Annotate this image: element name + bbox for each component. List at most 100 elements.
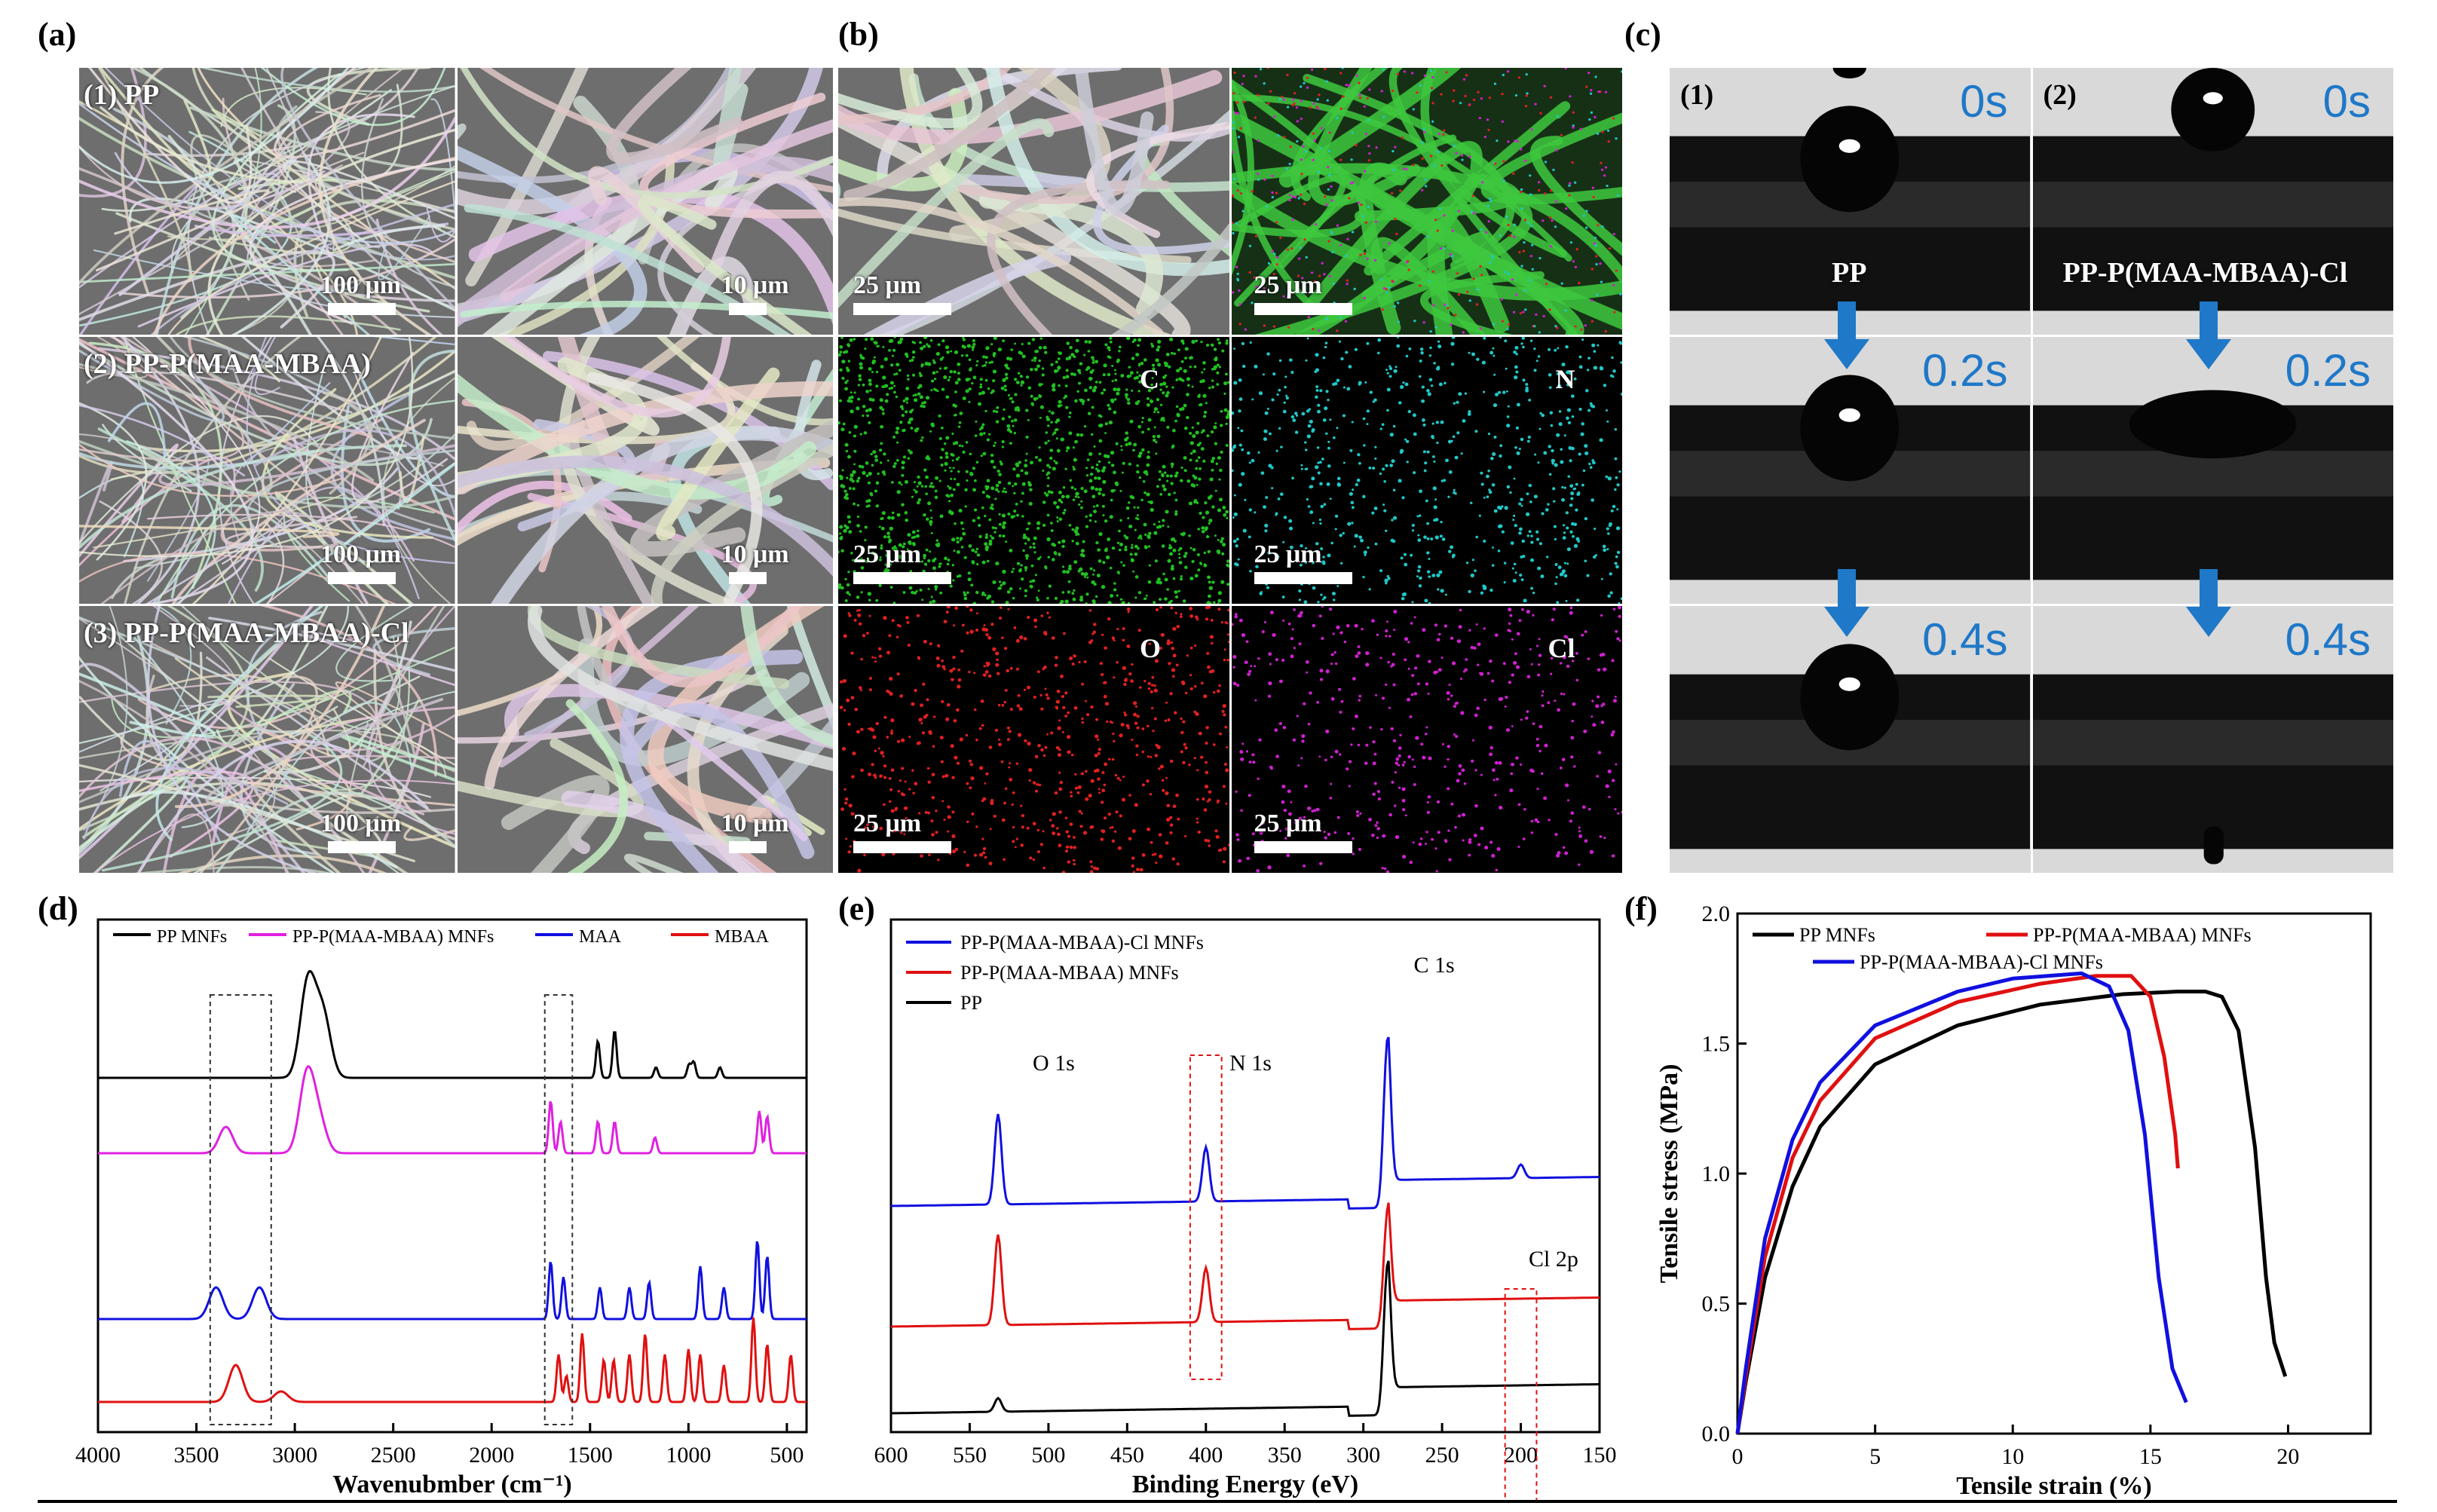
eds-dot [1385,409,1389,412]
eds-dot [1537,188,1540,192]
eds-dot [1003,408,1006,411]
eds-dot [843,528,847,533]
eds-dot [1453,402,1456,405]
eds-dot [1049,522,1053,525]
eds-dot [984,855,987,859]
eds-dot [958,444,962,447]
scale-bar-text: 10 μm [721,810,789,837]
fiber-strand [100,510,339,604]
fiber-strand [175,315,401,335]
eds-dot [1095,503,1099,507]
eds-dot [1216,689,1220,693]
eds-dot [1262,286,1266,289]
eds-dot [1128,837,1132,840]
eds-dot [1590,715,1593,718]
eds-dot [1366,546,1370,549]
eds-dot [1485,474,1489,479]
eds-dot [1191,385,1194,388]
eds-dot [1173,352,1176,356]
eds-dot [1075,534,1078,537]
eds-dot [1082,402,1085,406]
eds-dot [1044,441,1048,445]
eds-dot [927,587,930,590]
eds-dot [1355,814,1359,817]
eds-dot [1189,614,1194,618]
eds-dot [1067,750,1071,754]
eds-dot [1427,575,1431,578]
x-tick-label: 1500 [568,1443,613,1468]
eds-dot [1520,608,1524,611]
eds-dot [1338,340,1341,343]
eds-dot [858,464,862,468]
eds-dot [1356,651,1361,655]
eds-dot [1137,338,1142,342]
eds-dot [1312,522,1315,525]
eds-dot [896,635,899,638]
spectrum-line [891,1202,1600,1330]
eds-dot [1170,462,1174,467]
eds-dot [1069,845,1073,849]
eds-dot [1135,744,1139,748]
eds-dot [1385,369,1388,372]
eds-dot [1612,117,1615,120]
eds-dot [1047,490,1052,494]
eds-dot [1390,191,1393,194]
eds-dot [1147,545,1151,548]
eds-dot [1091,494,1096,499]
eds-dot [843,788,847,791]
eds-dot [1202,393,1207,398]
eds-dot [1593,115,1597,118]
fiber-strand [79,145,343,210]
eds-dot [1056,369,1059,372]
eds-dot [908,586,913,590]
eds-dot [1166,390,1170,395]
eds-dot [1172,577,1176,580]
eds-dot [904,480,908,484]
eds-dot [943,819,946,822]
eds-dot [1051,384,1056,388]
eds-dot [1033,360,1036,363]
eds-dot [1231,291,1234,294]
eds-dot [1573,325,1577,328]
eds-dot [1330,755,1333,758]
eds-dot [1567,638,1571,642]
eds-dot [1495,868,1498,872]
eds-dot [1569,459,1572,463]
eds-dot [1578,407,1582,411]
eds-dot [1505,424,1510,428]
eds-dot [1249,341,1252,344]
eds-dot [844,599,848,602]
fiber-strand [79,634,150,855]
spectrum-line [891,1036,1600,1210]
eds-dot [1237,558,1240,561]
eds-dot [980,699,984,703]
eds-dot [1127,611,1130,614]
eds-dot [1088,340,1092,344]
eds-dot [1222,785,1226,788]
eds-dot [1419,837,1422,840]
eds-dot [970,776,975,781]
eds-dot [1488,725,1493,730]
eds-dot [1245,640,1248,644]
eds-dot [1441,537,1445,541]
eds-dot [1064,599,1069,604]
eds-dot [1578,826,1581,829]
eds-dot [1034,367,1038,372]
eds-dot [1395,232,1398,235]
eds-dot [951,564,955,567]
eds-dot [1530,243,1533,246]
eds-dot [838,550,840,553]
eds-dot [1524,388,1529,393]
eds-dot [1183,565,1188,570]
eds-dot [1168,662,1171,666]
eds-dot [1587,409,1590,412]
eds-dot [875,598,879,602]
eds-dot [1318,389,1322,393]
eds-dot [950,477,953,480]
eds-dot [839,476,843,481]
eds-dot [921,731,926,735]
eds-dot [1261,630,1265,634]
eds-dot [1093,623,1097,626]
eds-dot [1137,454,1142,458]
eds-dot [1184,347,1189,351]
